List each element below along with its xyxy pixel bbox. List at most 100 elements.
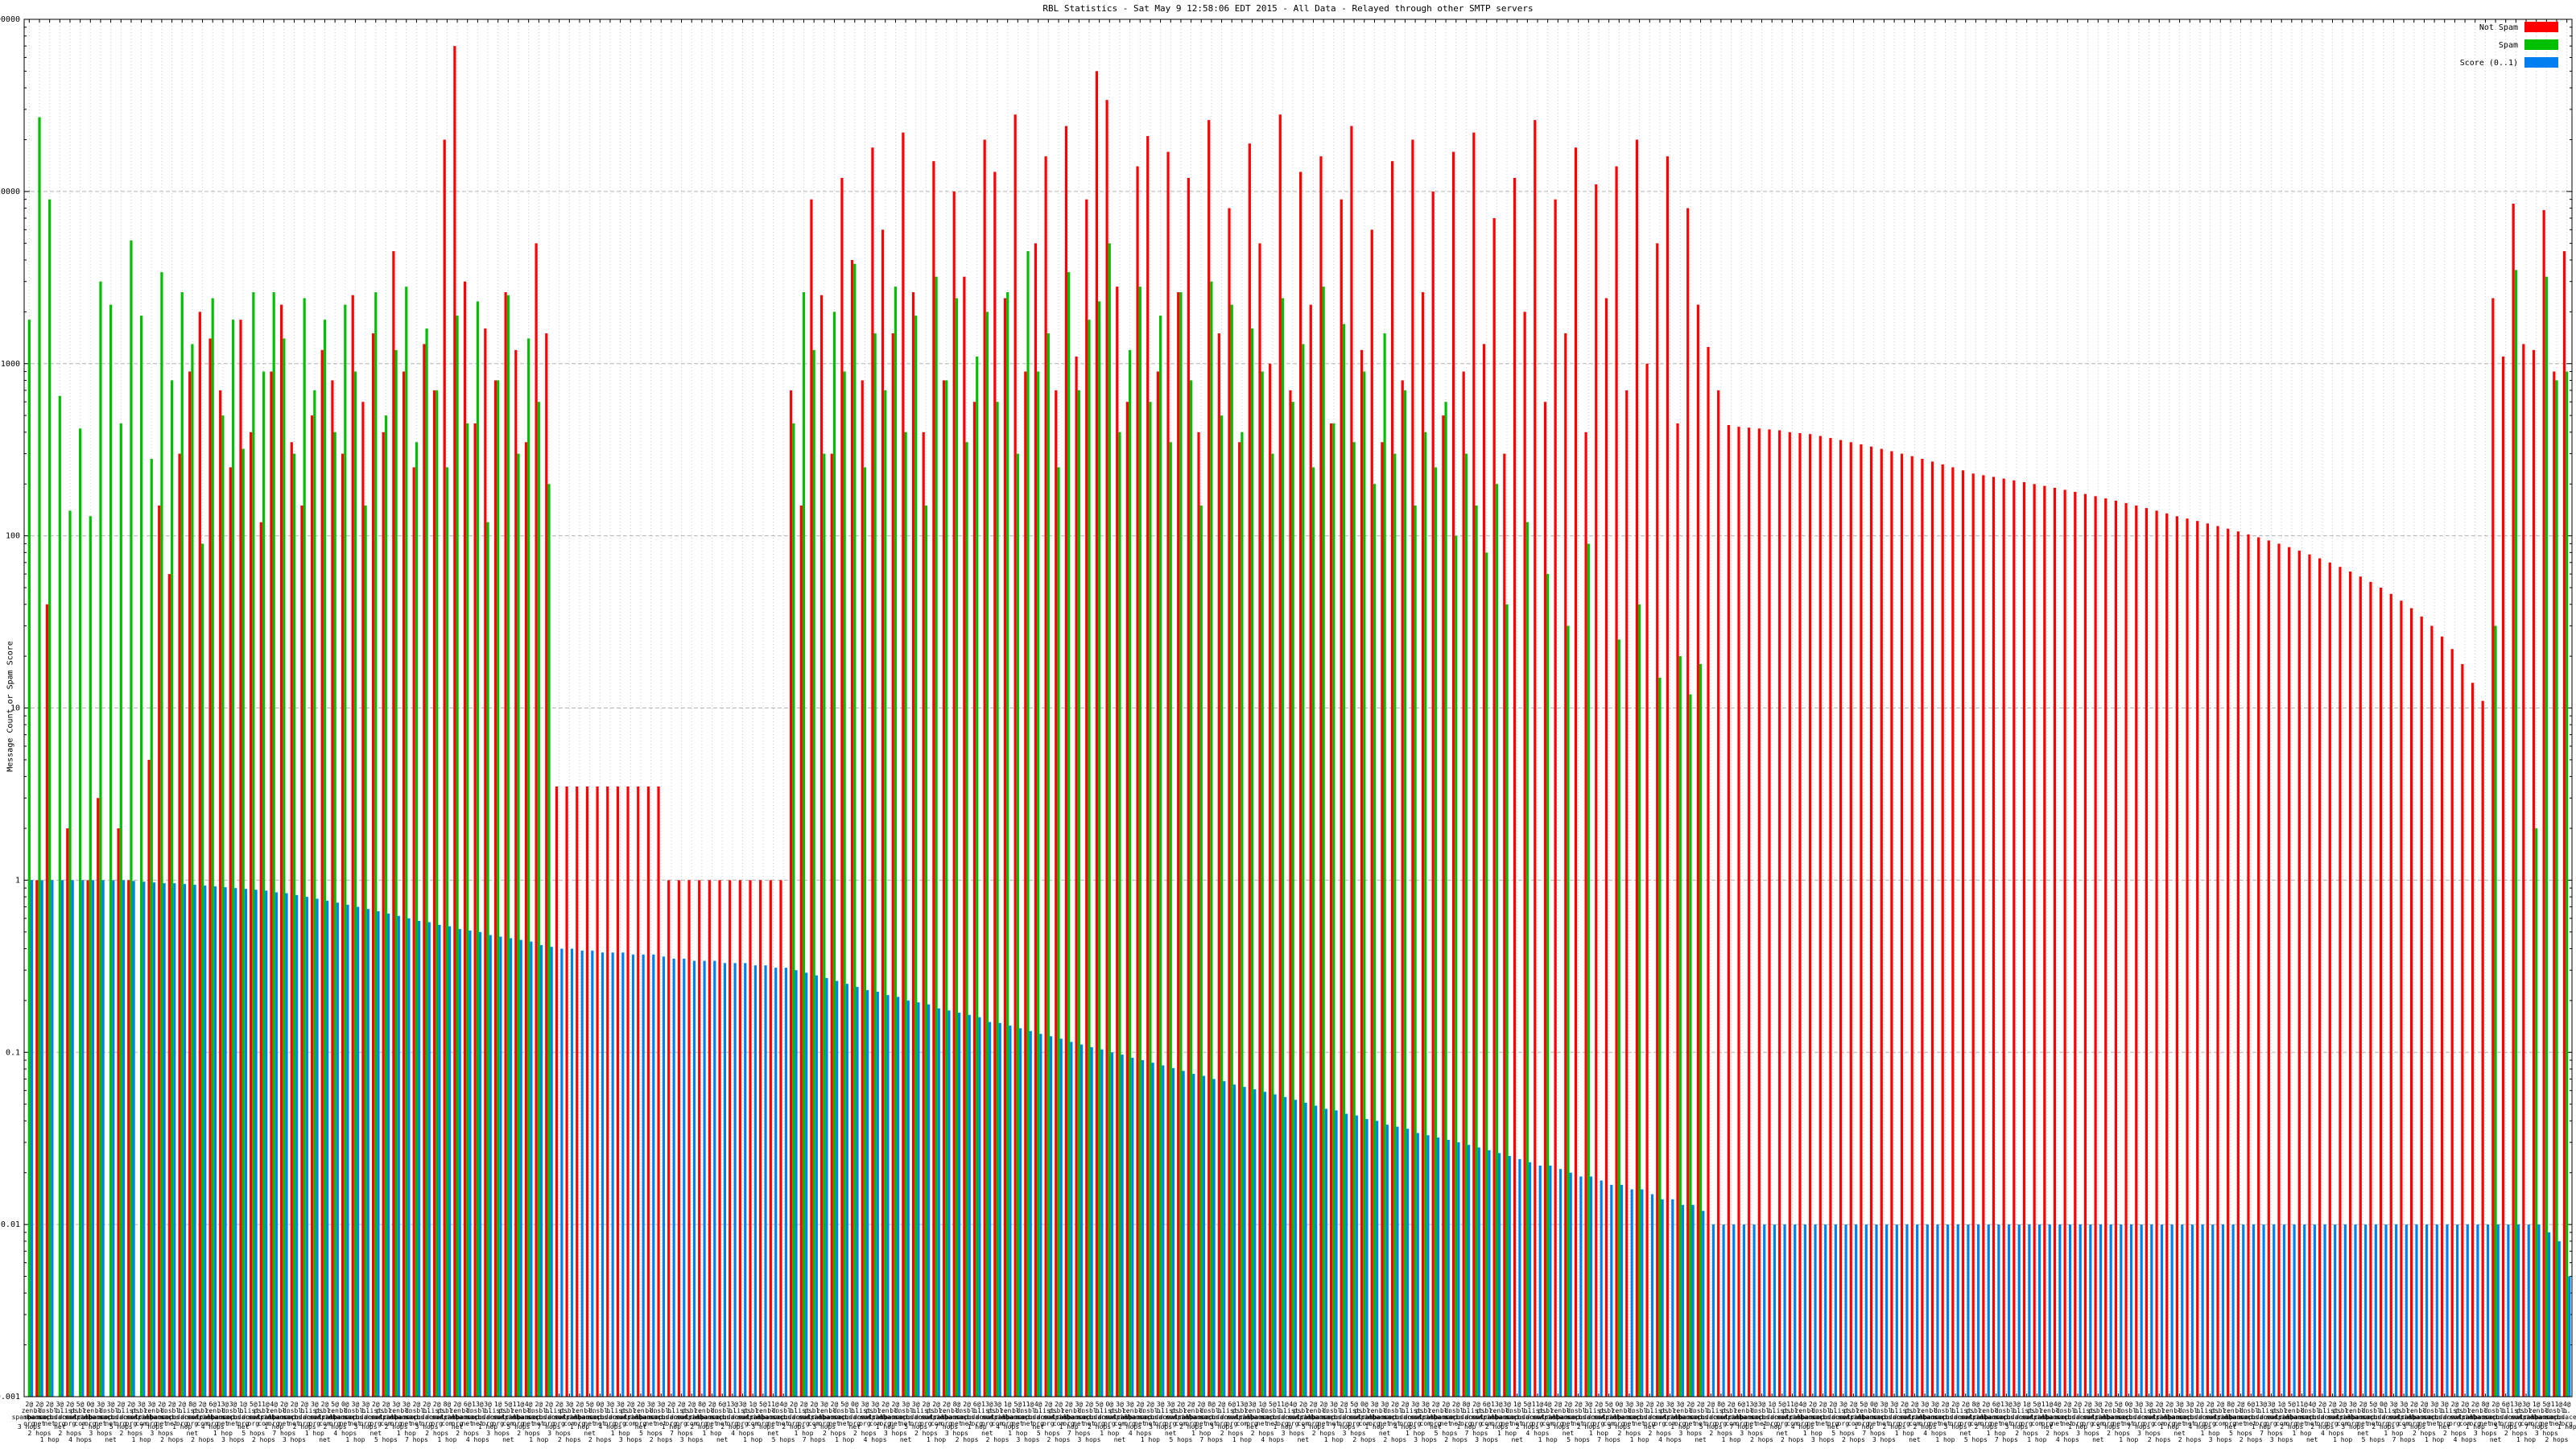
bar-score <box>1151 1063 1154 1397</box>
x-tick-label-domain: b. <box>1402 1407 1410 1414</box>
x-tick-label-count: 2@ <box>2074 1401 2082 1408</box>
bar-not-spam <box>606 786 609 1397</box>
x-tick-label-domain: list. <box>427 1407 447 1414</box>
x-tick-label-count: 2@ <box>892 1401 900 1408</box>
x-tick-label-domain: b. <box>1157 1407 1165 1414</box>
bar-not-spam <box>2094 496 2097 1397</box>
x-tick-label-hops: 5 hops <box>772 1436 795 1443</box>
x-tick-label-domain: org <box>1613 1420 1625 1427</box>
bar-score <box>2537 1224 2541 1397</box>
bar-score <box>2150 1224 2153 1397</box>
x-tick-label-domain: b. <box>1524 1407 1532 1414</box>
x-tick-label-domain: bl. <box>1318 1407 1329 1414</box>
x-tick-label-domain: barracudacentral. <box>2045 1414 2111 1421</box>
x-tick-label-hops: net <box>1430 1423 1442 1430</box>
x-tick-label-domain: psbl. <box>1049 1407 1068 1414</box>
x-tick-label-count: 5@ <box>1269 1401 1277 1408</box>
bar-not-spam <box>2389 593 2392 1397</box>
x-tick-label-domain: spamcop. <box>2409 1414 2440 1421</box>
y-tick-label: 0.1 <box>6 1048 20 1057</box>
bar-spam <box>1230 304 1233 1397</box>
x-tick-label-count: 5@ <box>505 1401 513 1408</box>
x-tick-label-hops: 7 hops <box>1465 1430 1488 1437</box>
x-tick-label-domain: zen. <box>449 1407 464 1414</box>
bar-score <box>611 952 614 1397</box>
x-tick-label-domain: barracudacentral. <box>577 1414 643 1421</box>
x-tick-label-domain: zen. <box>1428 1407 1443 1414</box>
bar-not-spam <box>1330 423 1333 1397</box>
bar-score <box>1049 1036 1053 1397</box>
x-tick-label-domain: org <box>2194 1420 2207 1427</box>
x-tick-label-domain: net <box>533 1420 545 1427</box>
bar-spam <box>191 344 194 1397</box>
x-tick-label-count: 2@ <box>687 1401 696 1408</box>
x-tick-label-domain: org <box>1593 1420 1605 1427</box>
x-tick-label-hops: 3 hops <box>486 1430 510 1437</box>
x-tick-label-domain: list. <box>1773 1407 1792 1414</box>
x-tick-label-domain: net <box>1624 1420 1636 1427</box>
x-tick-label-domain: net <box>1389 1420 1402 1427</box>
x-tick-label-hops: 5 hops <box>2097 1423 2120 1430</box>
x-tick-label-domain: org <box>492 1420 504 1427</box>
x-tick-label-domain: b. <box>423 1407 431 1414</box>
x-tick-label-hops: net <box>319 1436 331 1443</box>
bar-score <box>1090 1046 1093 1397</box>
x-tick-label-domain: bl. <box>279 1407 290 1414</box>
x-tick-label-domain: b. <box>2135 1407 2143 1414</box>
x-tick-label-domain: net <box>900 1420 912 1427</box>
bar-not-spam <box>2542 209 2545 1397</box>
bar-score <box>1385 1125 1389 1397</box>
x-tick-label-domain: sorbs. <box>588 1414 612 1421</box>
x-tick-label-hops: 2 hops <box>119 1430 142 1437</box>
x-tick-label-domain: bl. <box>584 1407 595 1414</box>
x-tick-label-domain: net <box>95 1420 107 1427</box>
x-tick-label-hops: 1 hop <box>570 1423 589 1430</box>
x-tick-label-domain: net <box>645 1420 657 1427</box>
x-tick-label-domain: dnsbl. <box>2301 1407 2324 1414</box>
x-tick-label-domain: zen. <box>327 1407 342 1414</box>
x-tick-label-hops: 3 hops <box>1017 1436 1040 1443</box>
bar-score <box>2089 1224 2092 1397</box>
x-tick-label-domain: barracudacentral. <box>2412 1414 2478 1421</box>
x-tick-label-count: 11@ <box>2041 1401 2054 1408</box>
bar-not-spam <box>545 333 548 1397</box>
x-tick-label-domain: zen. <box>1734 1407 1749 1414</box>
x-tick-label-domain: zen. <box>2467 1407 2483 1414</box>
bar-score <box>2415 1224 2418 1397</box>
bar-score <box>2120 1224 2123 1397</box>
x-tick-label-hops: 7 hops <box>1730 1423 1753 1430</box>
x-tick-label-domain: spamcop. <box>1369 1414 1401 1421</box>
x-tick-label-hops: 4 hops <box>2454 1436 2477 1443</box>
x-tick-label-domain: barracudacentral. <box>700 1414 766 1421</box>
x-tick-label-domain: org <box>2530 1420 2542 1427</box>
x-tick-label-domain: org <box>737 1420 749 1427</box>
x-tick-label-domain: psbl. <box>132 1407 151 1414</box>
x-tick-label-hops: 2 hops <box>1352 1436 1376 1443</box>
bar-not-spam <box>626 786 630 1397</box>
bar-score <box>2181 1224 2184 1397</box>
x-tick-label-domain: spamcop. <box>1308 1414 1340 1421</box>
x-tick-label-domain: org <box>421 1420 433 1427</box>
x-tick-label-domain: psbl. <box>988 1407 1007 1414</box>
x-tick-label-domain: zen. <box>1183 1407 1199 1414</box>
x-tick-label-domain: org <box>859 1420 871 1427</box>
x-tick-label-count: 2@ <box>2491 1401 2500 1408</box>
x-tick-label-domain: com <box>380 1420 392 1427</box>
x-tick-label-domain: psbl. <box>2088 1407 2107 1414</box>
x-tick-label-domain: barracudacentral. <box>516 1414 582 1421</box>
bar-not-spam <box>311 415 314 1397</box>
x-tick-label-domain: list. <box>550 1407 569 1414</box>
x-tick-label-domain: psbl. <box>2272 1407 2291 1414</box>
x-tick-label-domain: bl. <box>1685 1407 1696 1414</box>
x-tick-label-domain: net <box>1206 1420 1218 1427</box>
x-tick-label-hops: 2 hops <box>650 1436 673 1443</box>
x-tick-label-domain: net <box>2051 1420 2063 1427</box>
x-tick-label-domain: sorbs. <box>1872 1414 1896 1421</box>
bar-score <box>2496 1224 2500 1397</box>
x-tick-label-hops: 3 hops <box>1678 1430 1702 1437</box>
bar-not-spam <box>1900 453 1904 1397</box>
x-tick-label-domain: sorbs. <box>833 1414 857 1421</box>
x-tick-label-domain: org <box>268 1420 280 1427</box>
x-tick-label-domain: spamhaus. <box>12 1414 47 1421</box>
